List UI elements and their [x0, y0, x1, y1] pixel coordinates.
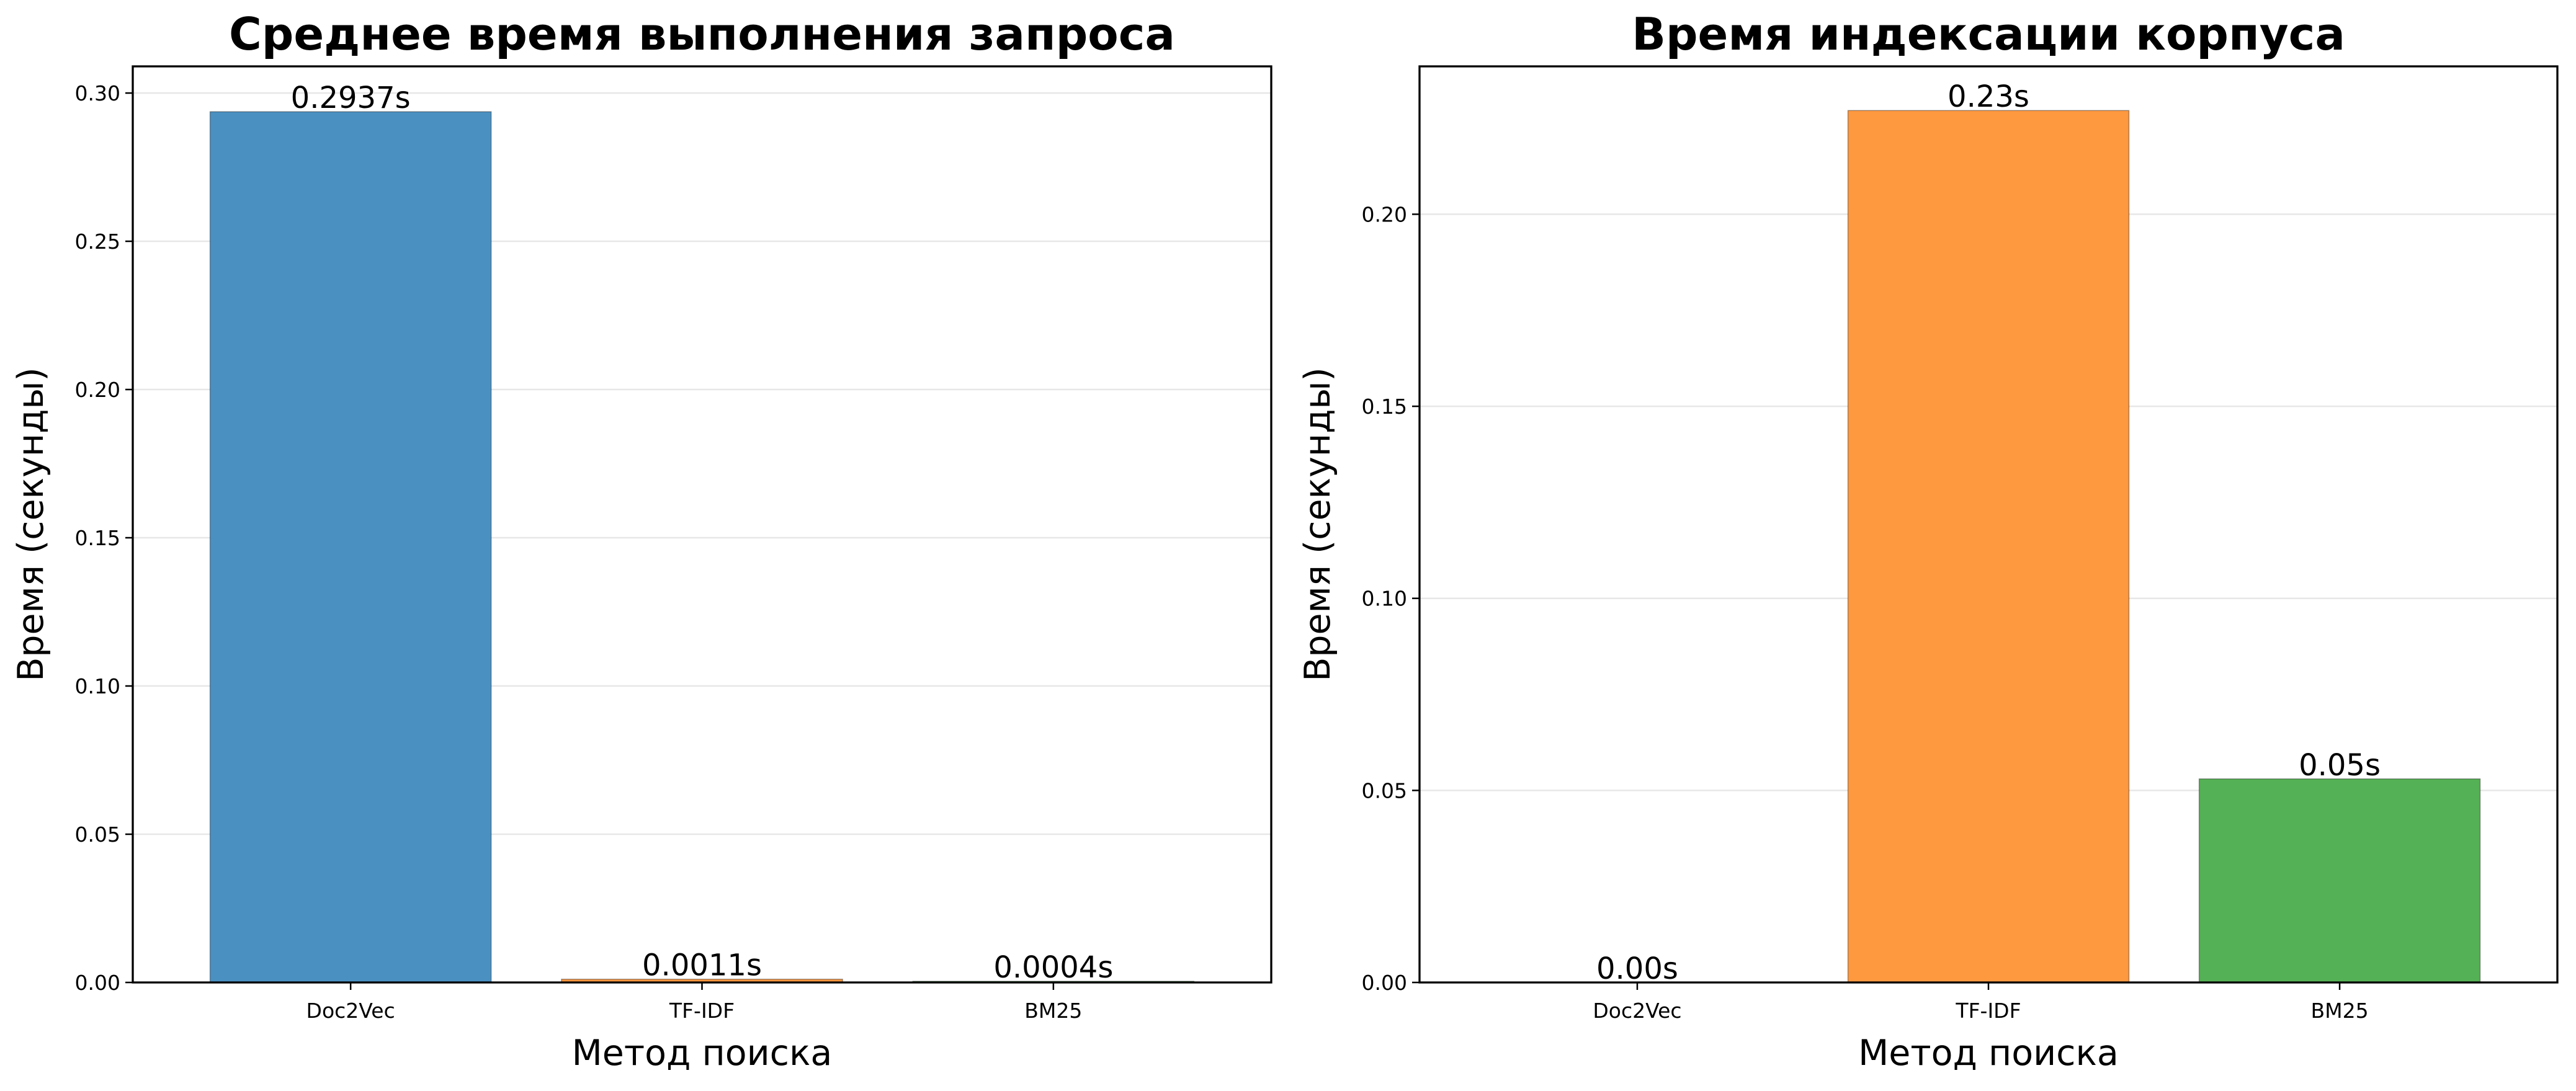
chart-panel-indexing-time: 0.00s 0.23s 0.05s 0.00 0.05 0.10 0.15 0.20 Doc2V…	[1297, 8, 2559, 1074]
chart-0-ytick-label: 0.00	[75, 971, 120, 995]
chart-0-value-label-tf-idf: 0.0011s	[642, 948, 762, 983]
chart-0-ytick-label: 0.05	[75, 822, 120, 847]
chart-1-ytick-label: 0.20	[1362, 202, 1407, 226]
chart-0-title: Среднее время выполнения запроса	[229, 8, 1175, 60]
chart-1-ytick-label: 0.15	[1362, 394, 1407, 419]
chart-1-xtick-label-doc2vec: Doc2Vec	[1593, 999, 1681, 1023]
chart-0-ytick-label: 0.25	[75, 229, 120, 254]
chart-1-ylabel: Время (секунды)	[1297, 367, 1338, 682]
chart-0-ylabel: Время (секунды)	[11, 367, 51, 682]
chart-1-ytick-label: 0.10	[1362, 587, 1407, 611]
chart-0-xtick-label-tf-idf: TF-IDF	[669, 999, 735, 1023]
chart-0-ytick-label: 0.20	[75, 378, 120, 402]
chart-1-ytick-label: 0.00	[1362, 971, 1407, 995]
chart-0-value-label-bm25: 0.0004s	[993, 950, 1113, 985]
chart-1-xlabel: Метод поиска	[1858, 1033, 2119, 1074]
chart-0-bar-doc2vec	[209, 111, 492, 983]
chart-1-value-label-doc2vec: 0.00s	[1596, 951, 1678, 986]
chart-1-title: Время индексации корпуса	[1632, 8, 2345, 60]
chart-0-xtick-label-doc2vec: Doc2Vec	[306, 999, 395, 1023]
chart-0-ytick-label: 0.15	[75, 526, 120, 550]
chart-1-value-label-bm25: 0.05s	[2299, 748, 2381, 783]
chart-0-value-label-doc2vec: 0.2937s	[291, 81, 411, 115]
chart-1-bar-tf-idf	[1847, 110, 2130, 983]
chart-0-xtick-label-bm25: BM25	[1024, 999, 1082, 1023]
chart-0-ytick-label: 0.30	[75, 81, 120, 105]
chart-0-xlabel: Метод поиска	[572, 1033, 833, 1074]
chart-panel-query-time: 0.2937s 0.0011s 0.0004s 0.00 0.05 0.10 0.15 0.2…	[11, 8, 1272, 1074]
chart-1-ytick-label: 0.05	[1362, 778, 1407, 803]
chart-1-xtick-label-bm25: BM25	[2310, 999, 2368, 1023]
chart-1-value-label-tf-idf: 0.23s	[1948, 79, 2029, 114]
chart-1-xtick-label-tf-idf: TF-IDF	[1955, 999, 2021, 1023]
chart-0-ytick-label: 0.10	[75, 674, 120, 698]
chart-1-bar-bm25	[2198, 778, 2481, 983]
